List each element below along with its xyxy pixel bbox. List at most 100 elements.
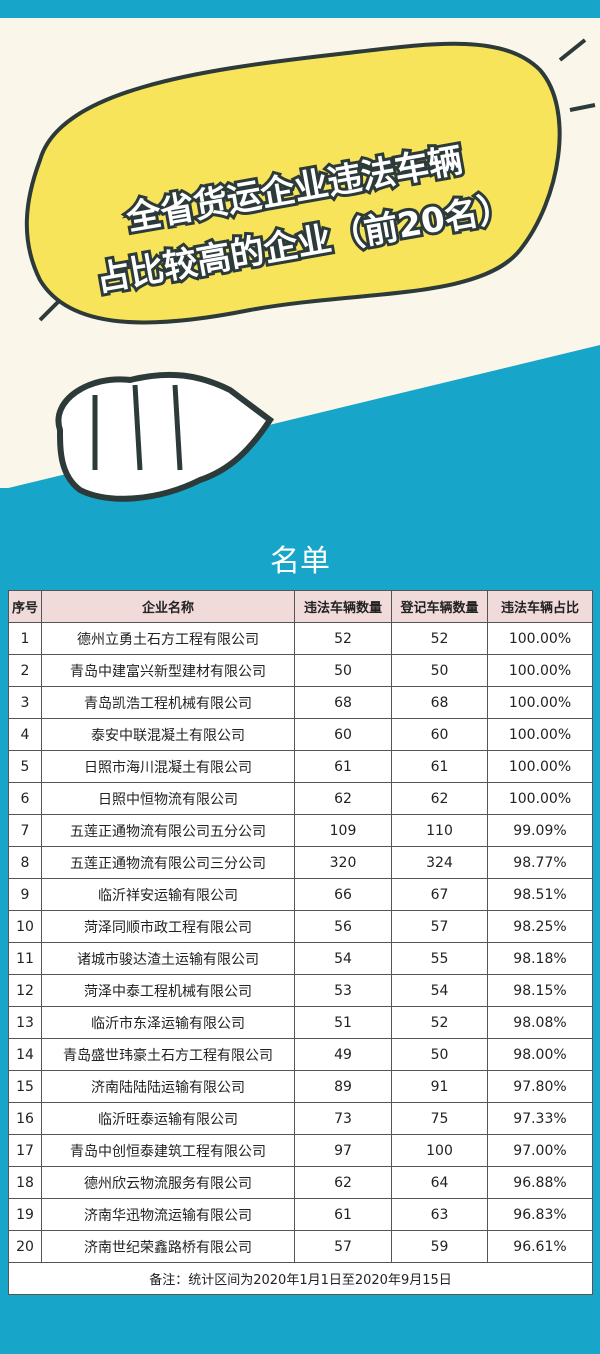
table-cell: 64 [391,1166,488,1199]
table-cell: 泰安中联混凝土有限公司 [41,718,295,751]
footnote-row: 备注：统计区间为2020年1月1日至2020年9月15日 [8,1262,593,1295]
table-cell: 324 [391,846,488,879]
table-cell: 日照中恒物流有限公司 [41,782,295,815]
table-cell: 德州立勇土石方工程有限公司 [41,622,295,655]
table-cell: 97 [294,1134,392,1167]
table-cell: 110 [391,814,488,847]
table-cell: 13 [8,1006,42,1039]
table-row: 6 日照中恒物流有限公司 62 62 100.00% [8,782,593,815]
table-row: 7 五莲正通物流有限公司五分公司 109 110 99.09% [8,814,593,847]
header-row: 序号 企业名称 违法车辆数量 登记车辆数量 违法车辆占比 [8,590,593,623]
table-cell: 临沂祥安运输有限公司 [41,878,295,911]
footnote: 备注：统计区间为2020年1月1日至2020年9月15日 [8,1262,593,1295]
table-cell: 98.15% [487,974,593,1007]
table-cell: 60 [294,718,392,751]
table-cell: 100.00% [487,750,593,783]
table-cell: 55 [391,942,488,975]
table-cell: 96.61% [487,1230,593,1263]
table-cell: 5 [8,750,42,783]
table-cell: 济南陆陆陆运输有限公司 [41,1070,295,1103]
table-cell: 98.25% [487,910,593,943]
table-cell: 67 [391,878,488,911]
table-cell: 96.83% [487,1198,593,1231]
table-cell: 98.08% [487,1006,593,1039]
table-cell: 14 [8,1038,42,1071]
table-cell: 73 [294,1102,392,1135]
table-cell: 15 [8,1070,42,1103]
table-cell: 2 [8,654,42,687]
table-cell: 100 [391,1134,488,1167]
table-cell: 61 [391,750,488,783]
table-cell: 100.00% [487,654,593,687]
table-cell: 菏泽中泰工程机械有限公司 [41,974,295,1007]
table-cell: 济南世纪荣鑫路桥有限公司 [41,1230,295,1263]
table-cell: 53 [294,974,392,1007]
table-row: 18 德州欣云物流服务有限公司 62 64 96.88% [8,1166,593,1199]
table-cell: 62 [294,782,392,815]
table-cell: 济南华迅物流运输有限公司 [41,1198,295,1231]
table-cell: 10 [8,910,42,943]
table-cell: 青岛凯浩工程机械有限公司 [41,686,295,719]
table-cell: 320 [294,846,392,879]
table-cell: 96.88% [487,1166,593,1199]
table-cell: 诸城市骏达渣土运输有限公司 [41,942,295,975]
table-cell: 97.00% [487,1134,593,1167]
table-cell: 89 [294,1070,392,1103]
table-cell: 德州欣云物流服务有限公司 [41,1166,295,1199]
table-cell: 52 [391,1006,488,1039]
table-cell: 98.18% [487,942,593,975]
table-row: 13 临沂市东泽运输有限公司 51 52 98.08% [8,1006,593,1039]
table-cell: 62 [294,1166,392,1199]
table-row: 12 菏泽中泰工程机械有限公司 53 54 98.15% [8,974,593,1007]
table-cell: 57 [294,1230,392,1263]
table-cell: 50 [294,654,392,687]
table-cell: 20 [8,1230,42,1263]
table-cell: 6 [8,782,42,815]
header-cell: 序号 [8,590,42,623]
table-cell: 五莲正通物流有限公司五分公司 [41,814,295,847]
table-row: 14 青岛盛世玮豪土石方工程有限公司 49 50 98.00% [8,1038,593,1071]
table-cell: 98.77% [487,846,593,879]
table-row: 2 青岛中建富兴新型建材有限公司 50 50 100.00% [8,654,593,687]
table-cell: 青岛盛世玮豪土石方工程有限公司 [41,1038,295,1071]
table-cell: 100.00% [487,686,593,719]
table-row: 5 日照市海川混凝土有限公司 61 61 100.00% [8,750,593,783]
table-row: 11 诸城市骏达渣土运输有限公司 54 55 98.18% [8,942,593,975]
table-row: 17 青岛中创恒泰建筑工程有限公司 97 100 97.00% [8,1134,593,1167]
table-cell: 青岛中建富兴新型建材有限公司 [41,654,295,687]
header-cell: 企业名称 [41,590,295,623]
table-cell: 62 [391,782,488,815]
table-cell: 56 [294,910,392,943]
data-table: 序号 企业名称 违法车辆数量 登记车辆数量 违法车辆占比 1 德州立勇土石方工程有限公司 5… [8,590,593,1295]
table-cell: 青岛中创恒泰建筑工程有限公司 [41,1134,295,1167]
table-cell: 98.00% [487,1038,593,1071]
table-cell: 100.00% [487,782,593,815]
table-cell: 17 [8,1134,42,1167]
table-cell: 98.51% [487,878,593,911]
table-cell: 临沂市东泽运输有限公司 [41,1006,295,1039]
table-cell: 52 [294,622,392,655]
table-cell: 91 [391,1070,488,1103]
table-row: 16 临沂旺泰运输有限公司 73 75 97.33% [8,1102,593,1135]
table-cell: 1 [8,622,42,655]
table-cell: 51 [294,1006,392,1039]
table-row: 9 临沂祥安运输有限公司 66 67 98.51% [8,878,593,911]
header-cell: 违法车辆占比 [487,590,593,623]
table-cell: 54 [294,942,392,975]
table-cell: 52 [391,622,488,655]
table-cell: 57 [391,910,488,943]
table-cell: 75 [391,1102,488,1135]
table-cell: 97.33% [487,1102,593,1135]
table-cell: 99.09% [487,814,593,847]
table-cell: 68 [391,686,488,719]
table-cell: 12 [8,974,42,1007]
table-cell: 日照市海川混凝土有限公司 [41,750,295,783]
list-title: 名单 [270,544,330,579]
table-cell: 50 [391,654,488,687]
table-cell: 19 [8,1198,42,1231]
table-cell: 60 [391,718,488,751]
table-row: 10 菏泽同顺市政工程有限公司 56 57 98.25% [8,910,593,943]
table-row: 20 济南世纪荣鑫路桥有限公司 57 59 96.61% [8,1230,593,1263]
header-cell: 违法车辆数量 [294,590,392,623]
